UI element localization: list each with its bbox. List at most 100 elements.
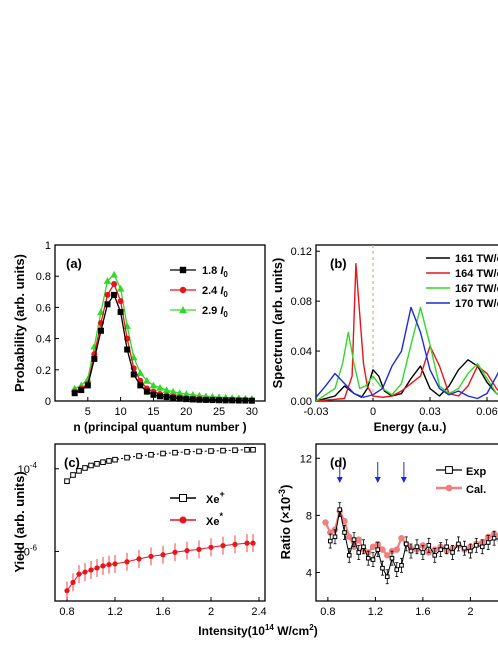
panel-a-point — [124, 346, 131, 353]
panel-c-xtick-label: 2 — [208, 606, 214, 618]
panel-b: -0.03 0 0.03 0.06 0.00 0.04 0.08 0.12 (b) 161 T… — [270, 244, 498, 434]
panel-c-point — [124, 559, 130, 565]
panel-b-xtick-label: -0.03 — [303, 406, 328, 418]
panel-a-ytick-label: 0.4 — [36, 334, 51, 346]
panel-d-cal-point — [369, 543, 377, 550]
panel-b-series-line — [316, 263, 498, 401]
panel-a-point — [117, 298, 124, 305]
panel-b-ytick-label: 0.00 — [291, 396, 312, 408]
panel-d-exp-point — [356, 550, 362, 555]
panel-c-ytick-label: 10-6 — [18, 543, 38, 558]
panel-a-xtick-label: 25 — [213, 406, 225, 418]
panel-d-exp-point — [375, 547, 381, 552]
panel-a-legend-marker — [179, 286, 187, 294]
panel-a-ytick-label: 1 — [45, 240, 51, 252]
panel-d-xtick-label: 0.8 — [320, 606, 335, 618]
panel-c-point — [220, 543, 226, 549]
panel-c: 0.8 1.2 1.6 2 2.4 10-4 10-6 (c) Xe+ Xe* Yield (… — [12, 443, 267, 618]
panel-b-legend-text: 161 TW/c — [455, 253, 498, 265]
panel-a-xtick-label: 15 — [147, 406, 159, 418]
panel-a-point — [71, 390, 78, 397]
panel-a-xtick-label: 5 — [85, 406, 91, 418]
panel-b-ytick-label: 0.08 — [291, 296, 312, 308]
panel-a-legend-text: 2.4 I0 — [202, 285, 228, 299]
panel-d-exp-point — [403, 541, 409, 547]
panel-d-exp-point — [337, 507, 343, 512]
panel-b-series-line — [316, 306, 498, 400]
panel-b-ylabel: Spectrum (arb. units) — [270, 258, 285, 389]
panel-d-exp-point — [474, 543, 479, 548]
panel-c-point — [76, 468, 82, 474]
panel-d-exp-point — [426, 543, 432, 548]
panel-d-exp-point — [444, 544, 449, 550]
panel-c-point — [70, 472, 76, 478]
panel-c-point — [124, 454, 130, 461]
panel-d-legend-text: Cal. — [466, 484, 486, 496]
panel-c-point — [64, 478, 70, 484]
panel-c-point — [106, 458, 112, 464]
panel-b-legend-text: 167 TW/c — [455, 283, 498, 295]
panel-a-ylabel: Probability (arb. units) — [12, 254, 27, 392]
panel-c-point — [136, 556, 142, 562]
panel-d-exp-point — [346, 553, 352, 558]
panel-d-exp-line — [329, 509, 498, 579]
panel-c-legend-text: Xe+ — [206, 489, 225, 506]
panel-a-point — [116, 284, 125, 292]
panel-c-point — [82, 569, 88, 575]
intensity-xlabel: Intensity(1014 W/cm2) — [198, 623, 317, 638]
panel-d-arrowhead — [336, 477, 343, 483]
panel-a-point — [136, 369, 145, 376]
panel-c-point — [172, 549, 178, 555]
panel-d-exp-point — [408, 548, 414, 554]
panel-c-point — [232, 447, 238, 453]
panel-a-point — [84, 375, 92, 383]
panel-d-exp-point — [438, 547, 443, 552]
panel-d-arrowhead — [374, 477, 381, 483]
panel-d-cal-point — [393, 546, 400, 553]
panel-c-point — [136, 453, 142, 459]
panel-c-point — [148, 553, 154, 559]
panel-a-point — [104, 301, 111, 308]
panel-b-legend-text: 164 TW/c — [455, 268, 498, 280]
panel-c-point — [64, 588, 70, 594]
panel-d-cal-point — [398, 535, 405, 542]
panel-c-point — [148, 451, 154, 458]
panel-d-cal-point — [327, 529, 334, 536]
panel-c-point — [70, 579, 76, 586]
panel-d: 0.8 1.2 1.6 2 4 8 12 (d) Exp Cal. Ratio (×10-3) — [277, 443, 498, 618]
panel-c-point — [160, 450, 166, 457]
panel-c-frame — [54, 443, 266, 602]
panel-b-xtick-label: 0.06 — [476, 406, 497, 418]
panel-c-point — [184, 449, 190, 455]
panel-c-legend-marker — [179, 494, 187, 502]
panel-d-exp-point — [384, 574, 390, 580]
panel-d-exp-point — [432, 553, 438, 558]
panel-d-exp-point — [420, 550, 426, 555]
panel-d-arrowhead — [400, 477, 407, 483]
panel-a-point — [183, 396, 190, 403]
panel-c-point — [196, 546, 202, 552]
panel-a-point — [143, 388, 150, 395]
panel-c-point — [244, 540, 250, 546]
panel-a-point — [229, 397, 236, 404]
panel-d-cal-point — [346, 533, 353, 540]
panel-c-point — [88, 567, 94, 573]
panel-c-point — [82, 465, 88, 471]
panel-a-point — [104, 291, 111, 298]
panel-c-point — [88, 462, 94, 469]
panel-a-legend-text: 1.8 I0 — [202, 265, 228, 279]
panel-a-point — [248, 397, 255, 404]
panel-a-xlabel: n (principal quantum number ) — [73, 420, 246, 434]
panel-d-exp-point — [361, 544, 366, 550]
panel-d-ytick-label: 8 — [306, 510, 312, 522]
panel-a-series-line — [74, 282, 252, 402]
panel-a-point — [175, 389, 184, 397]
panel-c-label: (c) — [64, 455, 80, 470]
panel-d-legend-marker — [445, 484, 453, 492]
panel-a-ytick-label: 0 — [45, 396, 51, 408]
panel-a-point — [157, 393, 163, 400]
panel-c-point — [112, 561, 118, 567]
panel-d-frame — [315, 443, 498, 602]
panel-a-point — [235, 397, 242, 404]
